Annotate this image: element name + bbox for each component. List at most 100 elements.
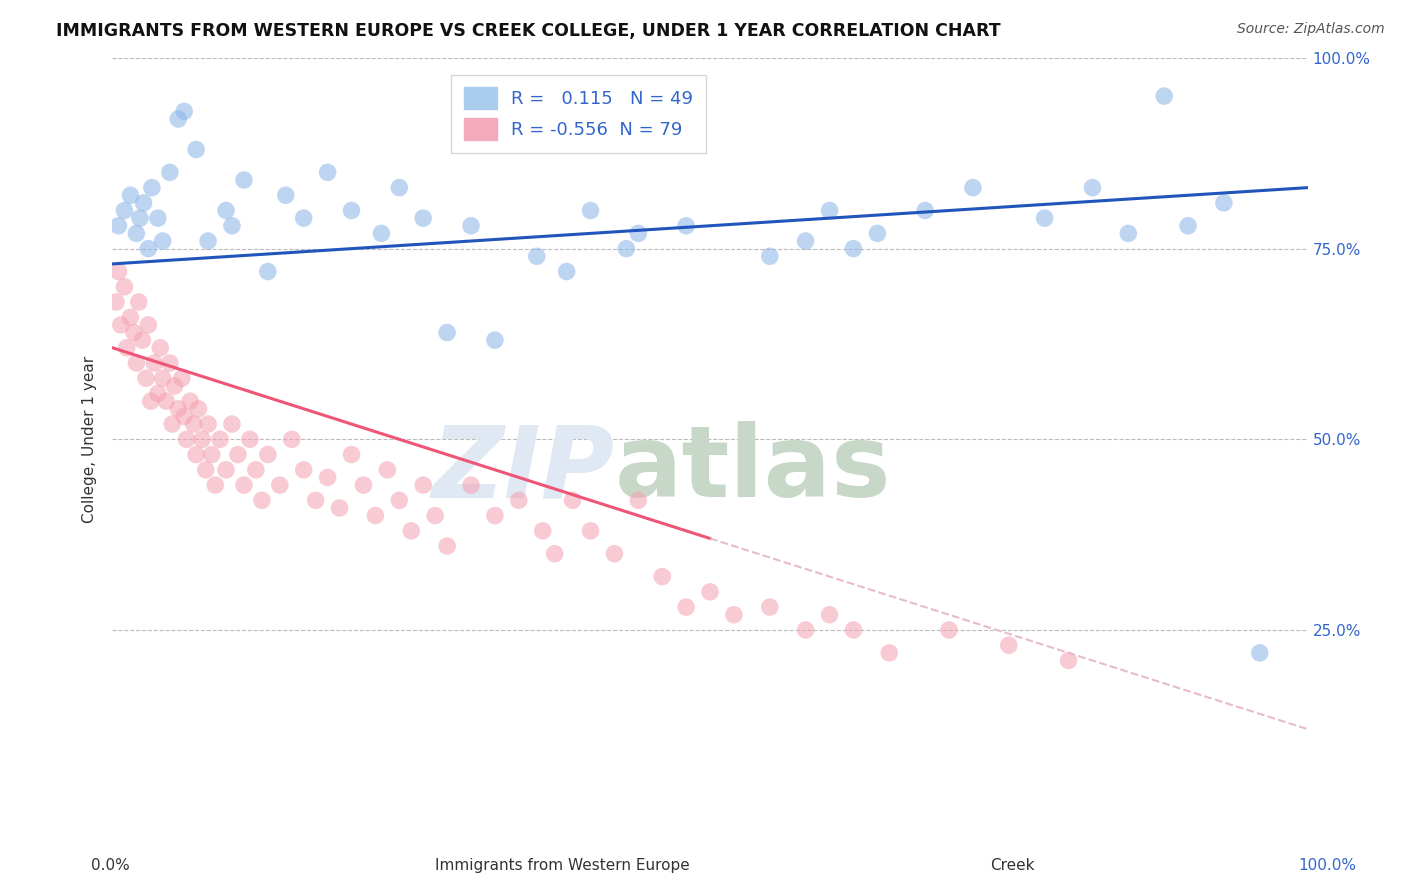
Point: [135, 371, 157, 385]
Point: [579, 524, 602, 538]
Point: [131, 333, 153, 347]
Text: 100.0%: 100.0%: [1299, 858, 1357, 872]
Point: [120, 310, 142, 325]
Point: [914, 203, 936, 218]
Point: [159, 165, 181, 179]
Point: [197, 417, 219, 431]
Point: [818, 203, 841, 218]
Point: [377, 463, 399, 477]
Point: [187, 401, 209, 416]
Point: [146, 386, 169, 401]
Point: [526, 249, 548, 263]
Text: Creek: Creek: [990, 858, 1035, 872]
Point: [579, 203, 602, 218]
Point: [699, 585, 721, 599]
Point: [152, 371, 174, 385]
Point: [484, 508, 506, 523]
Point: [204, 478, 226, 492]
Point: [1118, 227, 1140, 241]
Point: [555, 264, 578, 278]
Point: [1057, 653, 1080, 667]
Point: [209, 433, 232, 447]
Point: [191, 433, 214, 447]
Y-axis label: College, Under 1 year: College, Under 1 year: [82, 356, 97, 523]
Point: [167, 401, 190, 416]
Point: [543, 547, 565, 561]
Point: [141, 180, 163, 194]
Point: [866, 227, 889, 241]
Point: [245, 463, 267, 477]
Point: [114, 203, 135, 218]
Point: [460, 219, 482, 233]
Point: [233, 478, 256, 492]
Point: [340, 448, 363, 462]
Point: [842, 623, 865, 637]
Point: [281, 433, 304, 447]
Point: [233, 173, 256, 187]
Point: [340, 203, 363, 218]
Point: [257, 264, 280, 278]
Text: IMMIGRANTS FROM WESTERN EUROPE VS CREEK COLLEGE, UNDER 1 YEAR CORRELATION CHART: IMMIGRANTS FROM WESTERN EUROPE VS CREEK …: [56, 22, 1001, 40]
Point: [274, 188, 297, 202]
Point: [603, 547, 626, 561]
Point: [401, 524, 423, 538]
Point: [115, 341, 138, 355]
Point: [627, 227, 650, 241]
Point: [226, 448, 249, 462]
Point: [163, 379, 186, 393]
Point: [1153, 89, 1175, 103]
Point: [173, 409, 195, 424]
Point: [107, 264, 129, 278]
Point: [616, 242, 638, 256]
Point: [257, 448, 280, 462]
Point: [221, 219, 243, 233]
Point: [239, 433, 262, 447]
Point: [794, 234, 817, 248]
Point: [561, 493, 583, 508]
Point: [1177, 219, 1199, 233]
Point: [197, 234, 219, 248]
Point: [388, 493, 411, 508]
Point: [129, 211, 152, 226]
Point: [269, 478, 291, 492]
Point: [215, 203, 238, 218]
Point: [938, 623, 960, 637]
Point: [173, 104, 195, 119]
Point: [221, 417, 243, 431]
Point: [149, 341, 172, 355]
Point: [146, 211, 169, 226]
Point: [436, 326, 458, 340]
Point: [122, 326, 145, 340]
Point: [364, 508, 387, 523]
Point: [125, 356, 148, 370]
Point: [484, 333, 506, 347]
Point: [107, 219, 129, 233]
Point: [120, 188, 142, 202]
Point: [425, 508, 447, 523]
Text: atlas: atlas: [614, 421, 891, 518]
Point: [370, 227, 392, 241]
Point: [627, 493, 650, 508]
Point: [152, 234, 174, 248]
Point: [167, 112, 190, 126]
Point: [460, 478, 482, 492]
Point: [132, 195, 155, 210]
Point: [1213, 195, 1236, 210]
Point: [143, 356, 166, 370]
Point: [675, 219, 697, 233]
Point: [114, 279, 135, 293]
Point: [1081, 180, 1104, 194]
Point: [842, 242, 865, 256]
Point: [292, 463, 315, 477]
Point: [305, 493, 328, 508]
Point: [159, 356, 181, 370]
Point: [794, 623, 817, 637]
Point: [186, 448, 208, 462]
Point: [353, 478, 375, 492]
Point: [818, 607, 841, 622]
Text: Source: ZipAtlas.com: Source: ZipAtlas.com: [1237, 22, 1385, 37]
Point: [138, 242, 160, 256]
Point: [531, 524, 554, 538]
Point: [879, 646, 901, 660]
Point: [759, 600, 782, 615]
